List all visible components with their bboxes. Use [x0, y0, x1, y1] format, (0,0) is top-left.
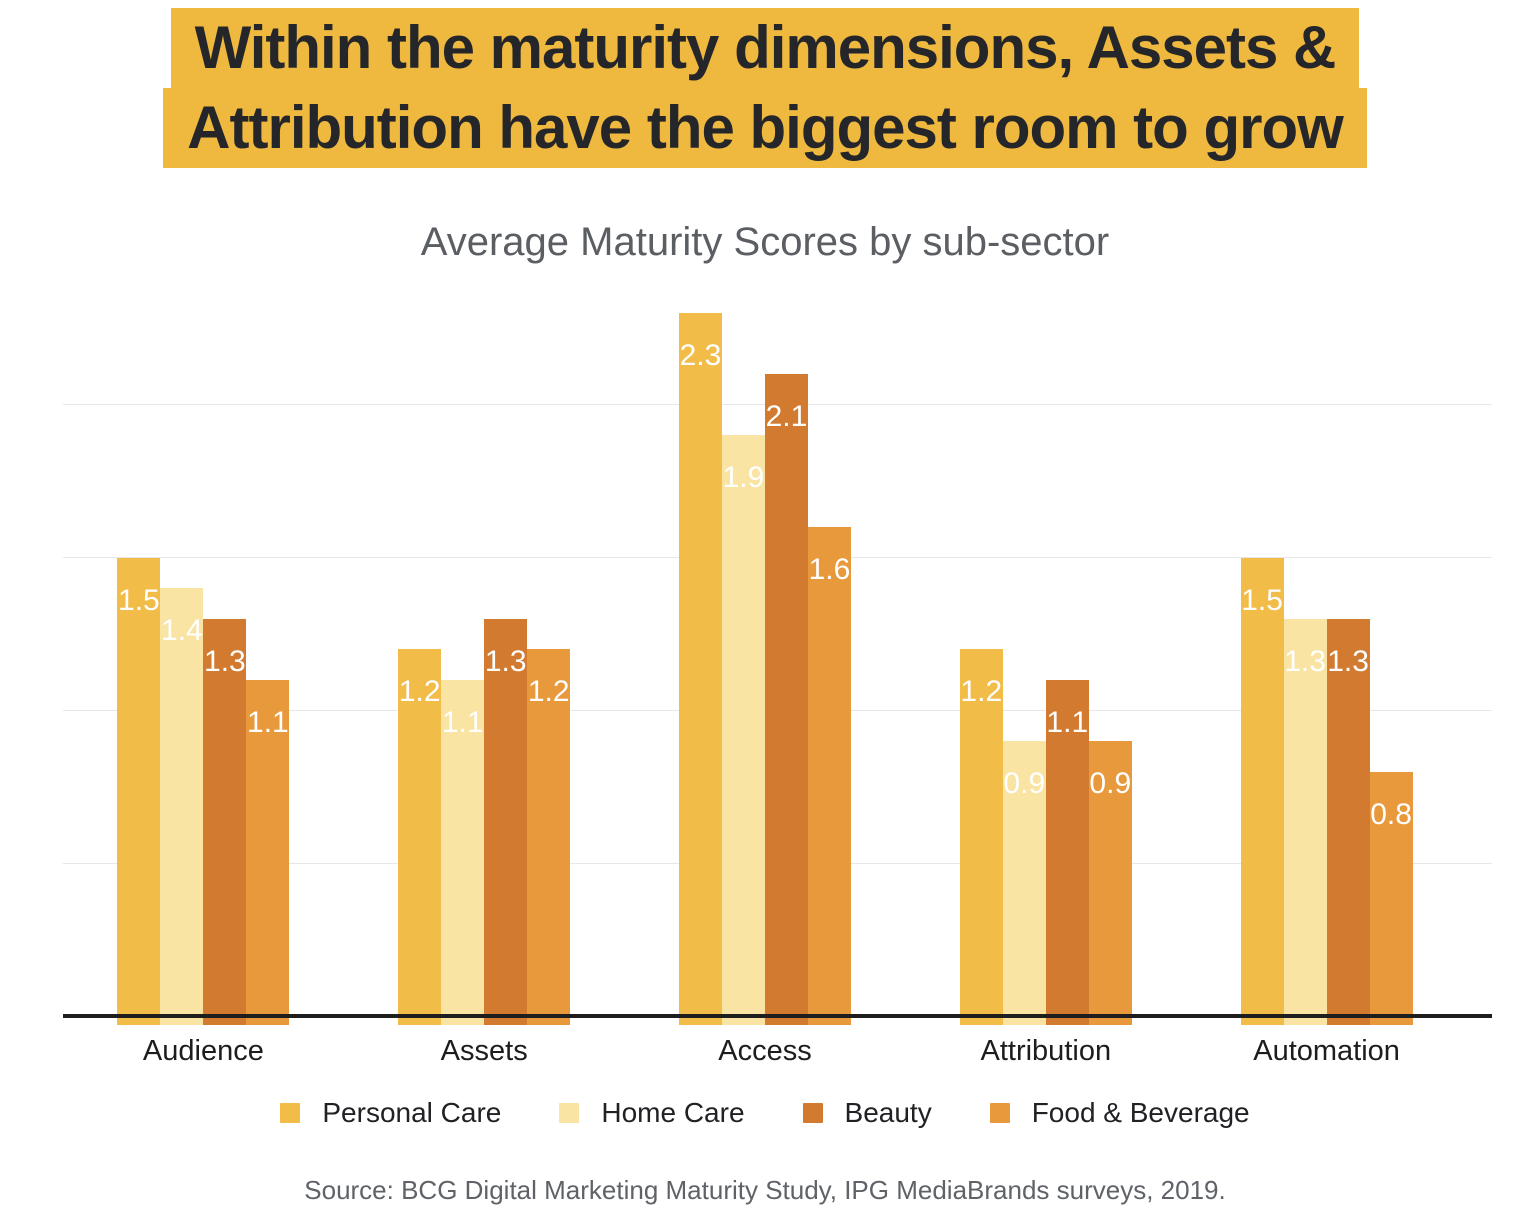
- bar: 1.3: [1283, 618, 1327, 1025]
- bar: 1.1: [246, 680, 290, 1025]
- legend-swatch-icon: [989, 1102, 1010, 1123]
- bar-group: 1.2 1.1 1.3 1.2: [344, 273, 625, 1025]
- bar-value-label: 1.1: [247, 706, 289, 739]
- bar-value-label: 0.8: [1370, 797, 1412, 831]
- bar: 1.3: [484, 618, 528, 1025]
- bar: 1.2: [398, 649, 442, 1025]
- legend-label: Food & Beverage: [1031, 1096, 1250, 1128]
- bar: 0.8: [1369, 771, 1413, 1025]
- bar: 1.5: [117, 557, 161, 1025]
- legend-swatch-icon: [802, 1102, 823, 1123]
- bar: 1.2: [527, 649, 571, 1025]
- bar-group: 1.5 1.3 1.3 0.8: [1186, 273, 1467, 1025]
- bar-value-label: 1.5: [1241, 583, 1283, 617]
- bar-value-label: 1.3: [204, 644, 246, 678]
- legend-label: Home Care: [601, 1096, 745, 1128]
- legend-label: Personal Care: [322, 1096, 502, 1128]
- bar-value-label: 1.3: [1284, 644, 1326, 678]
- bar-value-label: 0.9: [1003, 767, 1046, 801]
- bar-group: 2.3 1.9 2.1 1.6: [625, 273, 906, 1025]
- bar-value-label: 2.3: [679, 338, 722, 372]
- bar-chart-plot-area: 1.5 1.4 1.3 1.1 1.2 1.1 1.3 1.2 2.3 1.9 2.1 1.6 1.2 0…: [63, 273, 1492, 1025]
- bar: 1.9: [721, 435, 765, 1025]
- bar-group: 1.2 0.9 1.1 0.9: [905, 273, 1186, 1025]
- source-note: Source: BCG Digital Marketing Maturity S…: [304, 1174, 1226, 1205]
- x-axis-label: Automation: [1253, 1034, 1400, 1067]
- x-axis-label: Access: [718, 1034, 812, 1067]
- bar: 2.1: [764, 374, 808, 1025]
- x-axis-label: Audience: [142, 1034, 264, 1067]
- bar: 1.5: [1240, 557, 1284, 1025]
- bar-value-label: 1.1: [441, 706, 484, 739]
- bar-value-label: 1.2: [527, 675, 570, 709]
- bar-value-label: 1.4: [161, 614, 203, 648]
- chart-legend: Personal Care Home Care Beauty Food & Bever…: [0, 1097, 1530, 1129]
- bar: 1.2: [959, 649, 1003, 1025]
- bar-value-label: 1.3: [1327, 644, 1369, 678]
- page-title-line1: Within the maturity dimensions, Assets &: [170, 8, 1360, 88]
- legend-item: Beauty: [802, 1096, 932, 1129]
- bar-value-label: 1.3: [484, 644, 527, 678]
- page-title: Within the maturity dimensions, Assets &…: [0, 0, 1530, 168]
- bar: 1.1: [441, 680, 485, 1025]
- bar-value-label: 2.1: [765, 400, 808, 433]
- bar: 1.6: [807, 527, 851, 1025]
- bar: 2.3: [678, 312, 722, 1025]
- legend-item: Home Care: [559, 1096, 745, 1129]
- bar-value-label: 1.9: [722, 461, 765, 495]
- legend-swatch-icon: [559, 1102, 580, 1123]
- bar: 0.9: [1002, 741, 1046, 1025]
- bar-value-label: 1.6: [808, 553, 851, 586]
- legend-label: Beauty: [844, 1096, 932, 1128]
- bar: 1.3: [203, 618, 247, 1025]
- x-axis-label: Assets: [440, 1034, 528, 1067]
- bar-value-label: 0.9: [1089, 767, 1132, 801]
- legend-item: Personal Care: [280, 1097, 501, 1129]
- bar-value-label: 1.1: [1046, 706, 1089, 739]
- bar: 1.3: [1326, 618, 1370, 1025]
- x-axis-line: [63, 1013, 1492, 1018]
- bar: 1.4: [160, 588, 204, 1025]
- bar: 1.1: [1045, 680, 1089, 1025]
- x-axis-labels: Audience Assets Access Attribution Automatio…: [63, 1025, 1467, 1071]
- legend-item: Food & Beverage: [989, 1096, 1250, 1129]
- bar-value-label: 1.5: [118, 583, 160, 617]
- bar: 0.9: [1088, 741, 1132, 1025]
- bar-groups: 1.5 1.4 1.3 1.1 1.2 1.1 1.3 1.2 2.3 1.9 2.1 1.6 1.2 0…: [63, 273, 1467, 1025]
- bar-value-label: 1.2: [960, 675, 1003, 709]
- bar-value-label: 1.2: [398, 675, 441, 709]
- bar-group: 1.5 1.4 1.3 1.1: [63, 273, 344, 1025]
- page-title-line2: Attribution have the biggest room to gro…: [163, 87, 1367, 168]
- legend-swatch-icon: [280, 1102, 301, 1123]
- x-axis-label: Attribution: [980, 1034, 1112, 1067]
- chart-title: Average Maturity Scores by sub-sector: [420, 219, 1110, 264]
